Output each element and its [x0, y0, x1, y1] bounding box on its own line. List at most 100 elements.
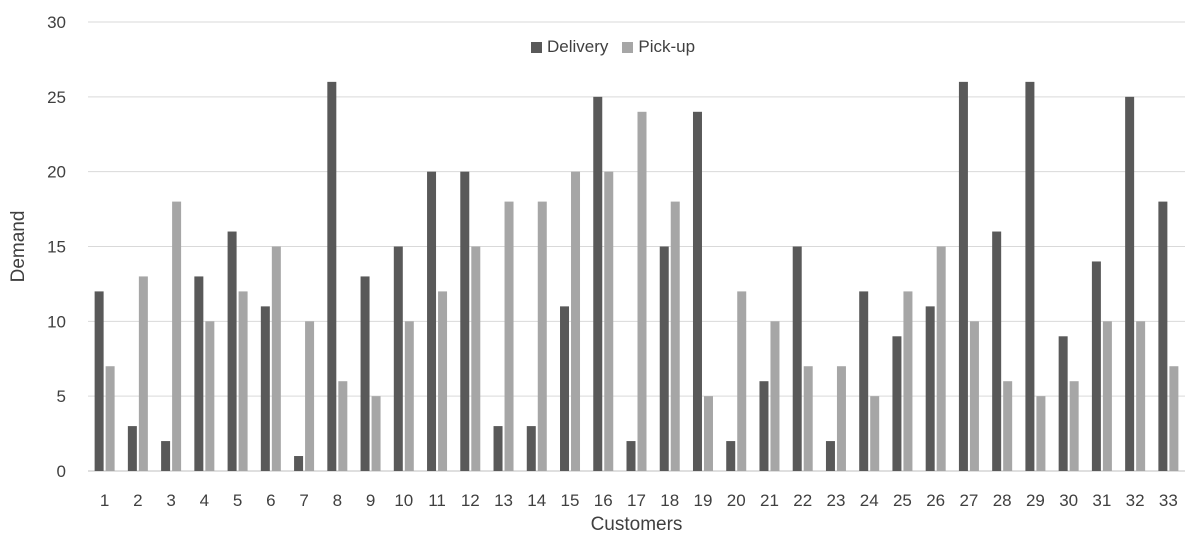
x-tick-label: 10 — [394, 491, 413, 510]
x-tick-label: 29 — [1026, 491, 1045, 510]
legend-swatch-delivery — [531, 41, 542, 53]
x-tick-label: 1 — [100, 491, 109, 510]
x-tick-label: 27 — [959, 491, 978, 510]
bar-delivery-11 — [427, 171, 437, 471]
x-tick-label: 7 — [299, 491, 308, 510]
bar-pick-up-15 — [571, 171, 581, 471]
x-tick-label: 20 — [727, 491, 746, 510]
bar-pick-up-2 — [138, 276, 148, 471]
bar-pick-up-31 — [1102, 321, 1112, 471]
bar-pick-up-14 — [537, 201, 547, 471]
bar-delivery-9 — [360, 276, 370, 471]
y-tick-label: 25 — [47, 88, 66, 107]
bar-delivery-6 — [260, 306, 270, 471]
x-tick-label: 33 — [1159, 491, 1178, 510]
bar-pick-up-6 — [271, 246, 281, 471]
bar-delivery-13 — [493, 426, 503, 471]
x-tick-label: 4 — [200, 491, 209, 510]
y-tick-label: 5 — [57, 387, 66, 406]
x-tick-label: 14 — [527, 491, 546, 510]
bar-delivery-18 — [659, 246, 669, 471]
x-tick-label: 32 — [1126, 491, 1145, 510]
legend-label-delivery: Delivery — [547, 37, 609, 56]
bar-pick-up-12 — [471, 246, 481, 471]
bar-delivery-17 — [626, 441, 636, 471]
x-tick-label: 6 — [266, 491, 275, 510]
bar-pick-up-21 — [770, 321, 780, 471]
x-tick-label: 11 — [428, 491, 446, 510]
x-tick-label: 13 — [494, 491, 513, 510]
x-tick-label: 23 — [826, 491, 845, 510]
x-tick-label: 25 — [893, 491, 912, 510]
x-tick-label: 24 — [860, 491, 879, 510]
bar-pick-up-8 — [338, 381, 348, 471]
bar-delivery-30 — [1058, 336, 1068, 471]
x-tick-labels: 1 2 3 4 5 6 7 8 9 10 11 12 13 14 15 16 17 18 19 20 21 22 23 24 2… — [100, 491, 1178, 510]
y-tick-label: 20 — [47, 163, 66, 182]
bar-delivery-10 — [393, 246, 403, 471]
x-tick-label: 9 — [366, 491, 375, 510]
bar-delivery-24 — [859, 291, 869, 471]
x-tick-label: 30 — [1059, 491, 1078, 510]
gridlines — [88, 21, 1185, 472]
x-tick-label: 12 — [461, 491, 480, 510]
y-tick-label: 15 — [47, 238, 66, 257]
bar-delivery-2 — [127, 426, 137, 471]
bar-pick-up-24 — [870, 396, 880, 471]
bar-delivery-27 — [958, 81, 968, 471]
x-tick-label: 21 — [760, 491, 779, 510]
bar-pick-up-30 — [1069, 381, 1079, 471]
bar-delivery-23 — [825, 441, 835, 471]
bar-pick-up-33 — [1169, 366, 1179, 471]
bar-pick-up-18 — [670, 201, 680, 471]
x-axis-label: Customers — [591, 514, 683, 535]
x-tick-label: 18 — [660, 491, 679, 510]
y-tick-label: 10 — [47, 312, 66, 331]
y-tick-label: 0 — [57, 462, 66, 481]
x-tick-label: 19 — [694, 491, 713, 510]
legend-label-pick-up: Pick-up — [638, 37, 696, 56]
bar-delivery-33 — [1158, 201, 1168, 471]
bar-delivery-25 — [892, 336, 902, 471]
y-axis-label: Demand — [8, 211, 29, 283]
bar-pick-up-19 — [703, 396, 713, 471]
bar-delivery-7 — [294, 456, 304, 471]
bar-delivery-20 — [726, 441, 736, 471]
bar-pick-up-10 — [404, 321, 414, 471]
bar-pick-up-26 — [936, 246, 946, 471]
bar-delivery-15 — [560, 306, 570, 471]
bar-delivery-4 — [194, 276, 204, 471]
bar-pick-up-22 — [803, 366, 813, 471]
bar-pick-up-25 — [903, 291, 913, 471]
bar-pick-up-9 — [371, 396, 381, 471]
bar-pick-up-3 — [172, 201, 182, 471]
bar-pick-up-17 — [637, 111, 647, 472]
bar-pick-up-16 — [604, 171, 614, 471]
bar-pick-up-32 — [1136, 321, 1146, 471]
bar-delivery-14 — [526, 426, 536, 471]
bar-delivery-28 — [992, 231, 1002, 471]
x-tick-label: 22 — [793, 491, 812, 510]
x-tick-label: 2 — [133, 491, 142, 510]
x-tick-label: 15 — [561, 491, 580, 510]
bar-pick-up-13 — [504, 201, 514, 471]
bar-delivery-5 — [227, 231, 237, 471]
bar-pick-up-4 — [205, 321, 215, 471]
x-tick-label: 31 — [1092, 491, 1111, 510]
bar-pick-up-1 — [105, 366, 115, 471]
bar-pick-up-29 — [1036, 396, 1046, 471]
y-tick-label: 30 — [47, 13, 66, 32]
bar-pick-up-5 — [238, 291, 248, 471]
x-tick-label: 28 — [993, 491, 1012, 510]
bars — [94, 81, 1179, 472]
bar-delivery-26 — [925, 306, 935, 471]
y-tick-labels: 0 5 10 15 20 25 30 — [47, 13, 66, 481]
chart-legend: Delivery Pick-up — [531, 37, 709, 57]
x-tick-label: 5 — [233, 491, 242, 510]
legend-swatch-pick-up — [622, 41, 634, 53]
bar-pick-up-20 — [737, 291, 747, 471]
bar-delivery-12 — [460, 171, 470, 471]
bar-delivery-3 — [161, 441, 171, 471]
x-tick-label: 8 — [333, 491, 342, 510]
